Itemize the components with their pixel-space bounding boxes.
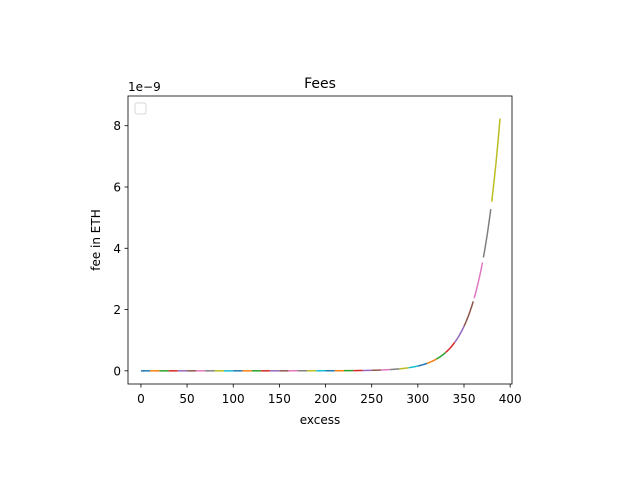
series-segment-37 xyxy=(483,209,490,257)
y-tick-label-1: 2 xyxy=(113,303,121,317)
chart-title: Fees xyxy=(304,76,336,92)
series-segment-36 xyxy=(474,262,482,298)
x-axis-label: excess xyxy=(300,413,341,427)
x-tick-label-1: 50 xyxy=(179,392,194,406)
series-lines xyxy=(141,118,500,370)
plot-frame xyxy=(128,96,512,384)
x-tick-label-4: 200 xyxy=(314,392,337,406)
series-segment-32 xyxy=(436,353,445,360)
series-segment-34 xyxy=(455,326,464,342)
y-tick-label-4: 8 xyxy=(113,119,121,133)
y-offset-text: 1e−9 xyxy=(128,80,161,94)
y-tick-label-0: 0 xyxy=(113,364,121,378)
x-tick-label-8: 400 xyxy=(499,392,522,406)
x-tick-label-3: 150 xyxy=(268,392,291,406)
series-segment-27 xyxy=(390,369,399,370)
y-tick-label-2: 4 xyxy=(113,242,121,256)
series-segment-29 xyxy=(409,366,418,368)
x-tick-label-6: 300 xyxy=(406,392,429,406)
series-segment-28 xyxy=(399,368,408,369)
series-segment-38 xyxy=(492,118,500,201)
x-tick-label-7: 350 xyxy=(453,392,476,406)
y-tick-label-3: 6 xyxy=(113,180,121,194)
x-tick-label-0: 0 xyxy=(137,392,145,406)
series-segment-33 xyxy=(446,342,455,352)
series-segment-31 xyxy=(427,359,436,363)
axis-ticks: 0 50 100 150 200 250 300 350 400 0 2 4 6 8 xyxy=(113,119,521,406)
x-tick-label-2: 100 xyxy=(222,392,245,406)
x-tick-label-5: 250 xyxy=(360,392,383,406)
series-segment-30 xyxy=(418,363,427,366)
legend-box xyxy=(135,103,146,114)
series-segment-35 xyxy=(464,301,473,326)
y-axis-label: fee in ETH xyxy=(89,209,103,271)
